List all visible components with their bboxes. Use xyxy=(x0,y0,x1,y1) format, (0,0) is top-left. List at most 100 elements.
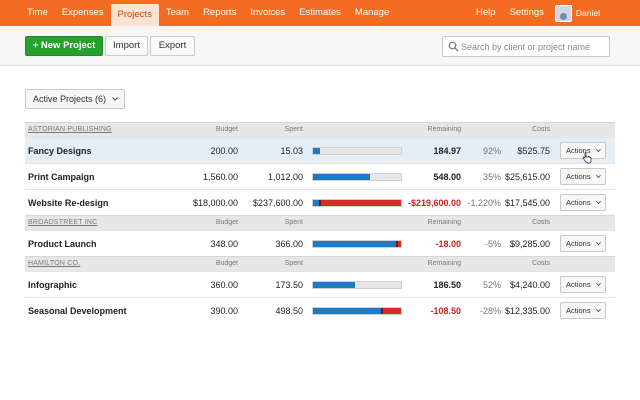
toolbar: + New Project Import Export xyxy=(0,26,640,66)
actions-label: Actions xyxy=(566,198,591,207)
nav-right: Help Settings Daniel xyxy=(469,0,640,26)
nav-item-time[interactable]: Time xyxy=(27,7,48,18)
client-group-header: HAMILTON CO. Budget Spent Remaining Costs xyxy=(25,256,615,271)
over-budget-fill xyxy=(381,308,401,314)
budget-marker xyxy=(380,308,383,314)
chevron-down-icon xyxy=(112,97,118,101)
actions-label: Actions xyxy=(566,280,591,289)
nav-item-manage[interactable]: Manage xyxy=(354,7,390,18)
budget-value: 360.00 xyxy=(210,280,238,290)
progress-fill xyxy=(313,148,320,154)
table-row[interactable]: Print Campaign 1,560.00 1,012.00 548.00 35% $… xyxy=(25,163,615,189)
budget-value: $18,000.00 xyxy=(192,198,238,208)
project-name[interactable]: Print Campaign xyxy=(28,172,95,182)
budget-value: 390.00 xyxy=(210,306,238,316)
costs-value: $4,240.00 xyxy=(509,280,550,290)
client-name[interactable]: BROADSTREET INC xyxy=(28,219,98,226)
top-nav: Time Expenses Projects Team Reports Invoices E… xyxy=(0,0,640,26)
table-row[interactable]: Website Re-design $18,000.00 $237,600.00 -$… xyxy=(25,189,615,215)
avatar[interactable] xyxy=(554,4,572,22)
table-row[interactable]: Product Launch 348.00 366.00 -18.00 -5% $9,28… xyxy=(25,230,615,256)
nav-item-estimates[interactable]: Estimates xyxy=(299,7,341,18)
actions-button[interactable]: Actions xyxy=(560,276,606,293)
search-icon xyxy=(448,41,459,52)
column-header-budget: Budget xyxy=(215,126,238,133)
table-row[interactable]: Fancy Designs 200.00 15.03 184.97 92% $525.75… xyxy=(25,137,615,163)
column-header-costs: Costs xyxy=(532,260,550,267)
remaining-value: 184.97 xyxy=(433,146,461,156)
projects-table: ASTORIAN PUBLISHING Budget Spent Remaining C… xyxy=(25,122,615,323)
project-filter-label: Active Projects (6) xyxy=(33,94,107,104)
actions-button[interactable]: Actions xyxy=(560,168,606,185)
nav-item-team[interactable]: Team xyxy=(165,7,190,18)
budget-marker xyxy=(395,241,398,247)
nav-item-reports[interactable]: Reports xyxy=(203,7,237,18)
project-name[interactable]: Website Re-design xyxy=(28,198,109,208)
actions-button[interactable]: Actions xyxy=(560,235,606,252)
nav-items: Time Expenses Projects Team Reports Invoices E… xyxy=(0,0,396,26)
budget-progress-bar xyxy=(312,199,402,207)
search-box[interactable] xyxy=(442,36,610,57)
project-name[interactable]: Seasonal Development xyxy=(28,306,127,316)
spent-value: 15.03 xyxy=(280,146,303,156)
nav-item-invoices[interactable]: Invoices xyxy=(250,7,286,18)
budget-value: 1,560.00 xyxy=(202,172,238,182)
help-link[interactable]: Help xyxy=(476,7,496,18)
new-project-button[interactable]: + New Project xyxy=(25,36,103,56)
client-name[interactable]: HAMILTON CO. xyxy=(28,260,81,267)
remaining-percent: -28% xyxy=(479,306,501,316)
progress-fill xyxy=(313,282,356,288)
spent-value: 173.50 xyxy=(275,280,303,290)
client-group-header: ASTORIAN PUBLISHING Budget Spent Remaining C… xyxy=(25,122,615,137)
export-button[interactable]: Export xyxy=(150,36,195,56)
spent-value: 366.00 xyxy=(275,239,303,249)
spent-value: 1,012.00 xyxy=(267,172,303,182)
budget-value: 200.00 xyxy=(210,146,238,156)
remaining-percent: 52% xyxy=(482,280,501,290)
budget-progress-bar xyxy=(312,147,402,155)
nav-item-projects[interactable]: Projects xyxy=(110,4,159,26)
column-header-spent: Spent xyxy=(284,126,303,133)
remaining-percent: 35% xyxy=(482,172,501,182)
table-row[interactable]: Infographic 360.00 173.50 186.50 52% $4,240.0… xyxy=(25,271,615,297)
remaining-value: -18.00 xyxy=(435,239,461,249)
costs-value: $12,335.00 xyxy=(504,306,550,316)
spent-value: 498.50 xyxy=(275,306,303,316)
column-header-budget: Budget xyxy=(215,219,238,226)
import-button[interactable]: Import xyxy=(105,36,148,56)
actions-label: Actions xyxy=(566,239,591,248)
remaining-value: -$219,600.00 xyxy=(407,198,461,208)
budget-marker xyxy=(318,200,321,206)
client-group-header: BROADSTREET INC Budget Spent Remaining Costs xyxy=(25,215,615,230)
settings-link[interactable]: Settings xyxy=(509,7,544,18)
client-name[interactable]: ASTORIAN PUBLISHING xyxy=(28,126,112,133)
project-filter-dropdown[interactable]: Active Projects (6) xyxy=(25,89,125,109)
project-name[interactable]: Product Launch xyxy=(28,239,97,249)
project-name[interactable]: Infographic xyxy=(28,280,77,290)
column-header-spent: Spent xyxy=(284,219,303,226)
remaining-percent: -5% xyxy=(484,239,501,249)
column-header-remaining: Remaining xyxy=(427,219,461,226)
column-header-costs: Costs xyxy=(532,219,550,226)
remaining-value: 548.00 xyxy=(433,172,461,182)
project-name[interactable]: Fancy Designs xyxy=(28,146,92,156)
table-row[interactable]: Seasonal Development 390.00 498.50 -108.50 -… xyxy=(25,297,615,323)
budget-value: 348.00 xyxy=(210,239,238,249)
column-header-budget: Budget xyxy=(215,260,238,267)
budget-progress-bar xyxy=(312,281,402,289)
actions-label: Actions xyxy=(566,172,591,181)
actions-button[interactable]: Actions xyxy=(560,302,606,319)
user-name[interactable]: Daniel xyxy=(575,8,600,18)
costs-value: $525.75 xyxy=(517,146,550,156)
progress-fill xyxy=(313,200,320,206)
budget-progress-bar xyxy=(312,173,402,181)
progress-fill xyxy=(313,241,397,247)
nav-item-expenses[interactable]: Expenses xyxy=(61,7,104,18)
column-header-remaining: Remaining xyxy=(427,260,461,267)
remaining-percent: 92% xyxy=(482,146,501,156)
column-header-spent: Spent xyxy=(284,260,303,267)
actions-button[interactable]: Actions xyxy=(560,194,606,211)
progress-fill xyxy=(313,308,382,314)
costs-value: $17,545.00 xyxy=(504,198,550,208)
search-input[interactable] xyxy=(461,40,606,53)
